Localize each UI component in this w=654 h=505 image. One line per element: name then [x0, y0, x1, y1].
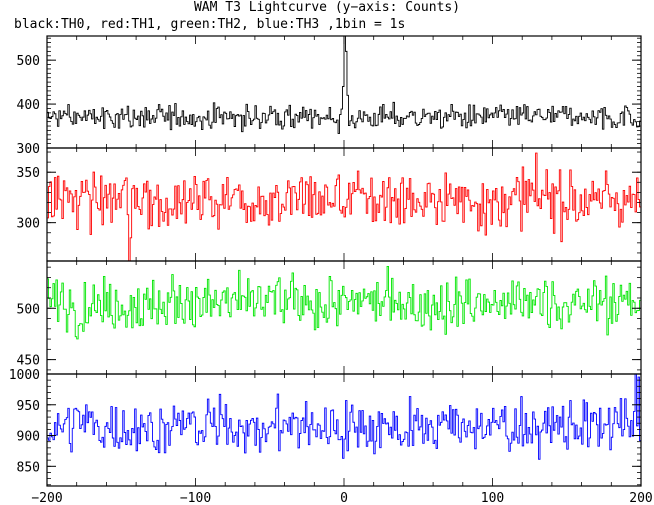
y-tick-label: 450: [17, 354, 40, 369]
panel-th3: 850 900 950 1000: [9, 368, 642, 487]
y-tick-label: 950: [17, 399, 40, 414]
panel-th0: 300 400 500: [17, 35, 642, 157]
y-tick-label: 350: [17, 166, 40, 181]
y-tick-label: 500: [17, 54, 40, 69]
chart-title: WAM T3 Lightcurve (y−axis: Counts): [193, 0, 461, 15]
x-tick-label: 0: [340, 491, 348, 505]
chart-subtitle: black:TH0, red:TH1, green:TH2, blue:TH3 …: [14, 17, 406, 32]
series-line-th1: [47, 152, 641, 261]
x-tick-label: −100: [180, 491, 211, 505]
series-line-th0: [47, 36, 641, 134]
y-tick-label: 1000: [9, 368, 40, 383]
panel-th1: 300 350: [17, 147, 642, 262]
y-tick-label: 400: [17, 98, 40, 113]
x-tick-label: 100: [481, 491, 504, 505]
series-line-th2: [47, 266, 641, 340]
x-tick-label: 200: [629, 491, 652, 505]
y-tick-label: 500: [17, 302, 40, 317]
series-line-th3: [47, 374, 641, 460]
y-tick-label: 300: [17, 217, 40, 232]
y-tick-label: 900: [17, 430, 40, 445]
x-tick-label: −200: [31, 491, 62, 505]
panel-th2: 450 500: [17, 260, 642, 375]
y-tick-label: 300: [17, 142, 40, 157]
y-tick-label: 850: [17, 460, 40, 475]
